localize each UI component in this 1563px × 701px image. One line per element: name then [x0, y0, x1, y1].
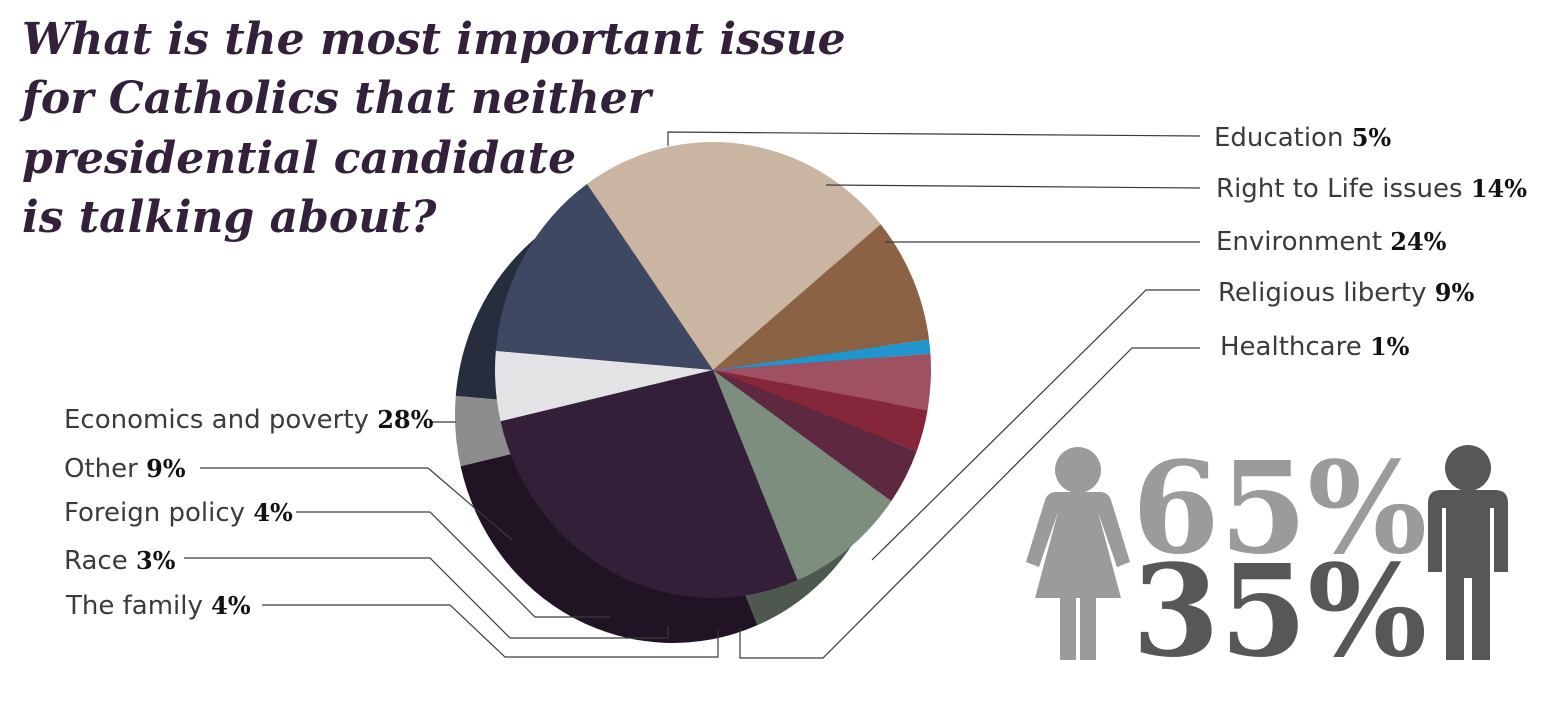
label-environment: Environment 24%	[1216, 227, 1447, 257]
label-value-other: 9%	[146, 454, 186, 483]
title-line-4: is talking about?	[22, 192, 438, 243]
label-name-religious-liberty: Religious liberty	[1218, 278, 1435, 308]
pie-slice-right-to-life-issues	[495, 183, 713, 370]
label-value-religious-liberty: 9%	[1435, 278, 1475, 307]
label-healthcare: Healthcare 1%	[1220, 332, 1410, 362]
leader-line-the-family	[262, 604, 719, 658]
label-value-environment: 24%	[1390, 227, 1446, 256]
label-religious-liberty: Religious liberty 9%	[1218, 278, 1474, 308]
label-value-foreign-policy: 4%	[253, 498, 293, 527]
pie-slice-environment	[587, 142, 881, 370]
label-the-family: The family 4%	[65, 591, 251, 621]
leader-line-other	[200, 467, 513, 541]
label-value-healthcare: 1%	[1370, 332, 1410, 361]
title-line-2: for Catholics that neither	[19, 73, 654, 124]
label-race: Race 3%	[64, 546, 176, 576]
female-percentage: 65%	[1132, 434, 1427, 582]
pie-slices	[494, 142, 932, 598]
pie-slice-foreign-policy	[713, 370, 917, 502]
pie-slice-the-family	[713, 353, 932, 411]
leader-line-foreign-policy	[296, 511, 610, 618]
label-name-healthcare: Healthcare	[1220, 332, 1370, 362]
leader-line-religious-liberty	[871, 289, 1200, 561]
label-education: Education 5%	[1214, 123, 1391, 153]
label-name-race: Race	[64, 546, 136, 576]
label-other: Other 9%	[64, 454, 186, 484]
gender-breakdown: 65% 35%	[1026, 434, 1508, 685]
label-right-to-life-issues: Right to Life issues 14%	[1216, 174, 1527, 204]
label-value-right-to-life-issues: 14%	[1471, 174, 1527, 203]
label-name-environment: Environment	[1216, 227, 1390, 257]
pie-slice-education	[494, 350, 713, 422]
label-economics-and-poverty: Economics and poverty 28%	[64, 405, 434, 435]
title-line-1: What is the most important issue	[22, 14, 846, 65]
leader-line-education	[667, 131, 1201, 146]
title-line-3: presidential candidate	[22, 133, 576, 184]
label-name-other: Other	[64, 454, 146, 484]
chart-title: What is the most important issue for Cat…	[19, 14, 861, 243]
label-name-the-family: The family	[65, 591, 211, 621]
label-value-race: 3%	[136, 546, 176, 575]
pie-slice-religious-liberty	[713, 224, 930, 370]
pie-slice-healthcare	[713, 339, 931, 370]
label-name-education: Education	[1214, 123, 1352, 153]
woman-icon	[1026, 447, 1130, 660]
label-name-economics-and-poverty: Economics and poverty	[64, 405, 377, 435]
pie-slice-race	[713, 370, 928, 452]
label-value-the-family: 4%	[211, 591, 251, 620]
leader-line-right-to-life-issues	[825, 184, 1201, 189]
label-name-right-to-life-issues: Right to Life issues	[1216, 174, 1471, 204]
leader-lines	[184, 131, 1201, 659]
label-foreign-policy: Foreign policy 4%	[64, 498, 293, 528]
pie-slice-other	[713, 370, 892, 581]
pie-slice-economics-and-poverty	[500, 370, 798, 598]
slice-labels: Education 5% Right to Life issues 14% Envi…	[64, 123, 1527, 621]
label-value-education: 5%	[1352, 123, 1392, 152]
man-icon	[1428, 445, 1508, 660]
male-percentage: 35%	[1132, 537, 1427, 685]
label-name-foreign-policy: Foreign policy	[64, 498, 253, 528]
leader-line-healthcare	[739, 347, 1200, 659]
label-value-economics-and-poverty: 28%	[377, 405, 433, 434]
leader-line-race	[184, 557, 669, 639]
